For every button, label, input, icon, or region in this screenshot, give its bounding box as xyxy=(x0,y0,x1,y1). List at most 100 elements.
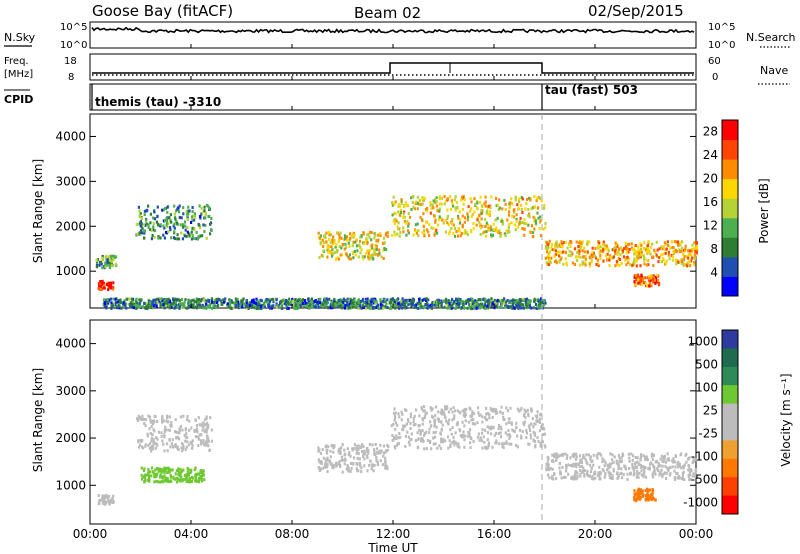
echo-cell xyxy=(362,301,365,305)
echo-cell xyxy=(503,301,506,305)
echo-cell xyxy=(581,262,584,266)
echo-cell xyxy=(363,255,366,259)
echo-cell xyxy=(163,236,166,240)
echo-cell xyxy=(473,197,476,201)
echo-cell xyxy=(405,408,408,412)
echo-cell xyxy=(370,302,373,306)
echo-cell xyxy=(350,235,353,239)
echo-cell xyxy=(149,228,152,232)
echo-cell xyxy=(447,223,450,227)
echo-cell xyxy=(635,264,638,268)
echo-cell xyxy=(480,431,484,435)
echo-cell xyxy=(226,302,229,306)
echo-cell xyxy=(137,414,140,418)
echo-cell xyxy=(418,428,421,432)
echo-cell xyxy=(104,261,107,265)
echo-cell xyxy=(681,240,684,244)
echo-cell xyxy=(514,195,517,199)
echo-cell xyxy=(533,219,536,223)
echo-cell xyxy=(250,300,253,304)
echo-cell xyxy=(457,442,460,446)
echo-cell xyxy=(515,219,518,223)
echo-cell xyxy=(442,221,445,225)
echo-cell xyxy=(693,261,696,265)
echo-cell xyxy=(100,262,103,266)
echo-cell xyxy=(347,255,350,259)
echo-cell xyxy=(447,299,450,303)
echo-cell xyxy=(460,198,463,202)
echo-cell xyxy=(537,206,540,210)
echo-cell xyxy=(350,466,353,470)
echo-cell xyxy=(544,226,547,230)
echo-cell xyxy=(454,195,457,199)
echo-cell xyxy=(598,471,602,474)
echo-cell xyxy=(220,302,223,306)
echo-cell xyxy=(331,463,334,467)
echo-cell xyxy=(322,456,325,460)
echo-cell xyxy=(452,232,455,236)
echo-cell xyxy=(153,472,156,476)
echo-cell xyxy=(416,222,419,226)
echo-cell xyxy=(530,407,533,411)
echo-cell xyxy=(156,437,159,441)
echo-cell xyxy=(618,456,621,460)
echo-cell xyxy=(205,442,208,446)
echo-cell xyxy=(578,252,581,256)
echo-cell xyxy=(152,216,155,220)
echo-cell xyxy=(630,452,633,456)
echo-cell xyxy=(107,255,110,259)
echo-cell xyxy=(555,240,558,244)
echo-cell xyxy=(110,301,113,305)
echo-cell xyxy=(416,306,419,310)
echo-cell xyxy=(458,429,462,433)
echo-cell xyxy=(480,204,483,208)
echo-cell xyxy=(562,241,565,245)
echo-cell xyxy=(157,480,160,484)
echo-cell xyxy=(476,435,480,439)
echo-cell xyxy=(333,302,336,306)
echo-cell xyxy=(158,467,161,471)
echo-cell xyxy=(454,307,457,311)
echo-cell xyxy=(105,306,108,310)
echo-cell xyxy=(626,257,629,261)
echo-cell xyxy=(637,490,640,494)
echo-cell xyxy=(352,305,355,309)
echo-cell xyxy=(377,233,380,237)
echo-cell xyxy=(327,445,330,449)
echo-cell xyxy=(547,473,550,477)
echo-cell xyxy=(356,299,359,303)
echo-cell xyxy=(425,411,428,415)
echo-cell xyxy=(103,501,107,505)
echo-cell xyxy=(694,253,697,257)
echo-cell xyxy=(317,446,320,450)
echo-cell xyxy=(375,459,378,462)
echo-cell xyxy=(394,304,397,307)
echo-cell xyxy=(441,423,444,427)
echo-cell xyxy=(617,467,620,470)
echo-cell xyxy=(469,209,472,213)
echo-cell xyxy=(518,221,521,225)
echo-cell xyxy=(545,463,548,466)
echo-cell xyxy=(313,305,316,309)
echo-cell xyxy=(140,466,143,470)
echo-cell xyxy=(655,253,658,257)
echo-cell xyxy=(588,262,591,266)
echo-cell xyxy=(395,434,398,438)
power-colorbar-segment xyxy=(722,178,738,199)
echo-cell xyxy=(335,303,338,307)
echo-cell xyxy=(206,426,210,430)
echo-cell xyxy=(141,445,144,449)
echo-cell xyxy=(619,253,622,257)
echo-cell xyxy=(181,478,184,482)
echo-cell xyxy=(319,241,322,245)
echo-cell xyxy=(636,497,639,501)
echo-cell xyxy=(438,202,441,206)
echo-cell xyxy=(101,496,104,500)
echo-cell xyxy=(191,303,194,307)
echo-cell xyxy=(394,416,397,420)
echo-cell xyxy=(101,266,104,270)
echo-cell xyxy=(597,246,600,250)
echo-cell xyxy=(683,255,686,259)
echo-cell xyxy=(191,206,194,209)
